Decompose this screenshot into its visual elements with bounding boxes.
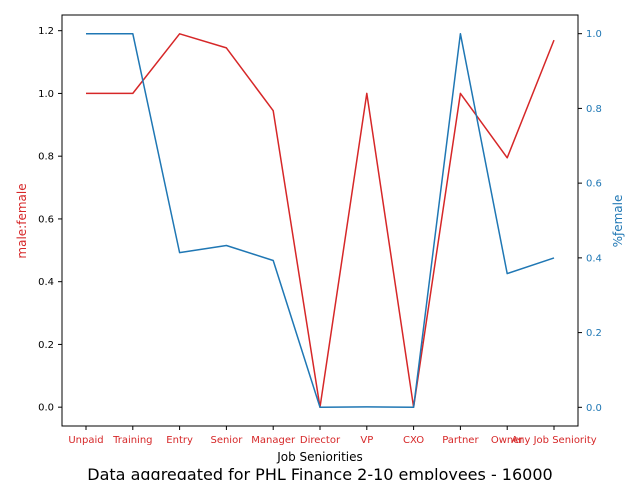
plot-frame: [61, 14, 579, 427]
right-tick-label: 0.6: [586, 179, 602, 190]
x-tick-label: Manager: [251, 435, 296, 446]
x-tick-label: Unpaid: [68, 435, 103, 446]
x-tick-label: Training: [112, 435, 152, 446]
x-tick-label: VP: [360, 435, 373, 446]
left-y-axis: 0.0 0.2 0.4 0.6 0.8 1.0 1.2: [38, 26, 62, 414]
male-female-ratio-line: [86, 33, 555, 408]
x-tick-label: Partner: [442, 435, 479, 446]
left-tick-label: 0.6: [38, 214, 54, 225]
x-tick-label: Senior: [210, 435, 243, 446]
right-y-axis: 0.0 0.2 0.4 0.6 0.8 1.0: [578, 29, 602, 414]
x-tick-label: CXO: [403, 435, 424, 446]
left-tick-label: 0.4: [38, 277, 54, 288]
left-tick-label: 0.0: [38, 403, 54, 414]
x-axis: Unpaid Training Entry Senior Manager Director…: [68, 426, 597, 446]
left-tick-label: 1.2: [38, 26, 54, 37]
percent-female-line: [86, 32, 555, 409]
right-tick-label: 0.4: [586, 253, 602, 264]
chart-caption: Data aggregated for PHL Finance 2-10 emp…: [87, 465, 552, 480]
series-layer: [86, 32, 555, 409]
right-tick-label: 0.8: [586, 104, 602, 115]
left-tick-label: 0.2: [38, 340, 54, 351]
x-axis-label: Job Seniorities: [276, 450, 363, 464]
y-axis-right-label: %ƒemale: [611, 195, 625, 248]
y-axis-left-label: male:female: [15, 183, 29, 258]
x-tick-label: Director: [300, 435, 341, 446]
right-tick-label: 0.0: [586, 403, 602, 414]
right-tick-label: 0.2: [586, 328, 602, 339]
left-tick-label: 1.0: [38, 89, 54, 100]
left-tick-label: 0.8: [38, 152, 54, 163]
x-tick-label: Entry: [166, 435, 193, 446]
x-tick-label: Owner: [491, 435, 525, 446]
x-tick-label: Any Job Seniority: [511, 435, 596, 446]
right-tick-label: 1.0: [586, 29, 602, 40]
